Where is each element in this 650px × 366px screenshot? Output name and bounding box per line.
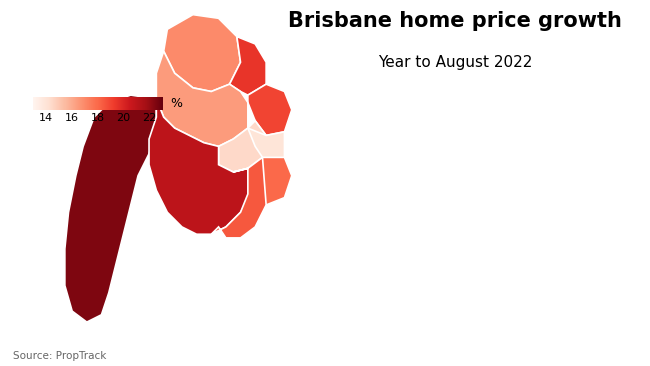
Polygon shape — [248, 84, 292, 135]
Text: Year to August 2022: Year to August 2022 — [378, 55, 532, 70]
Polygon shape — [65, 95, 157, 322]
Polygon shape — [157, 51, 248, 146]
Polygon shape — [248, 128, 285, 168]
Polygon shape — [211, 157, 266, 238]
Text: Brisbane home price growth: Brisbane home price growth — [288, 11, 622, 31]
Polygon shape — [149, 99, 252, 234]
Polygon shape — [218, 121, 266, 172]
Text: Source: PropTrack: Source: PropTrack — [13, 351, 107, 361]
Polygon shape — [229, 37, 266, 95]
Polygon shape — [248, 157, 292, 205]
Polygon shape — [164, 15, 240, 92]
Text: %: % — [170, 97, 182, 110]
